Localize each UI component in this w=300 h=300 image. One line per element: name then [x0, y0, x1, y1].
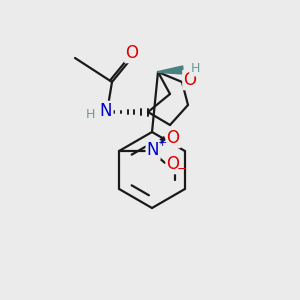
Text: +: + — [158, 138, 167, 148]
Text: O: O — [125, 44, 139, 62]
Text: N: N — [100, 102, 112, 120]
Text: O: O — [167, 129, 180, 147]
Text: −: − — [177, 163, 187, 176]
Text: O: O — [167, 155, 180, 173]
Text: H: H — [190, 62, 200, 76]
Text: O: O — [184, 71, 196, 89]
Polygon shape — [158, 66, 183, 74]
Text: H: H — [85, 107, 95, 121]
Text: N: N — [147, 141, 159, 159]
